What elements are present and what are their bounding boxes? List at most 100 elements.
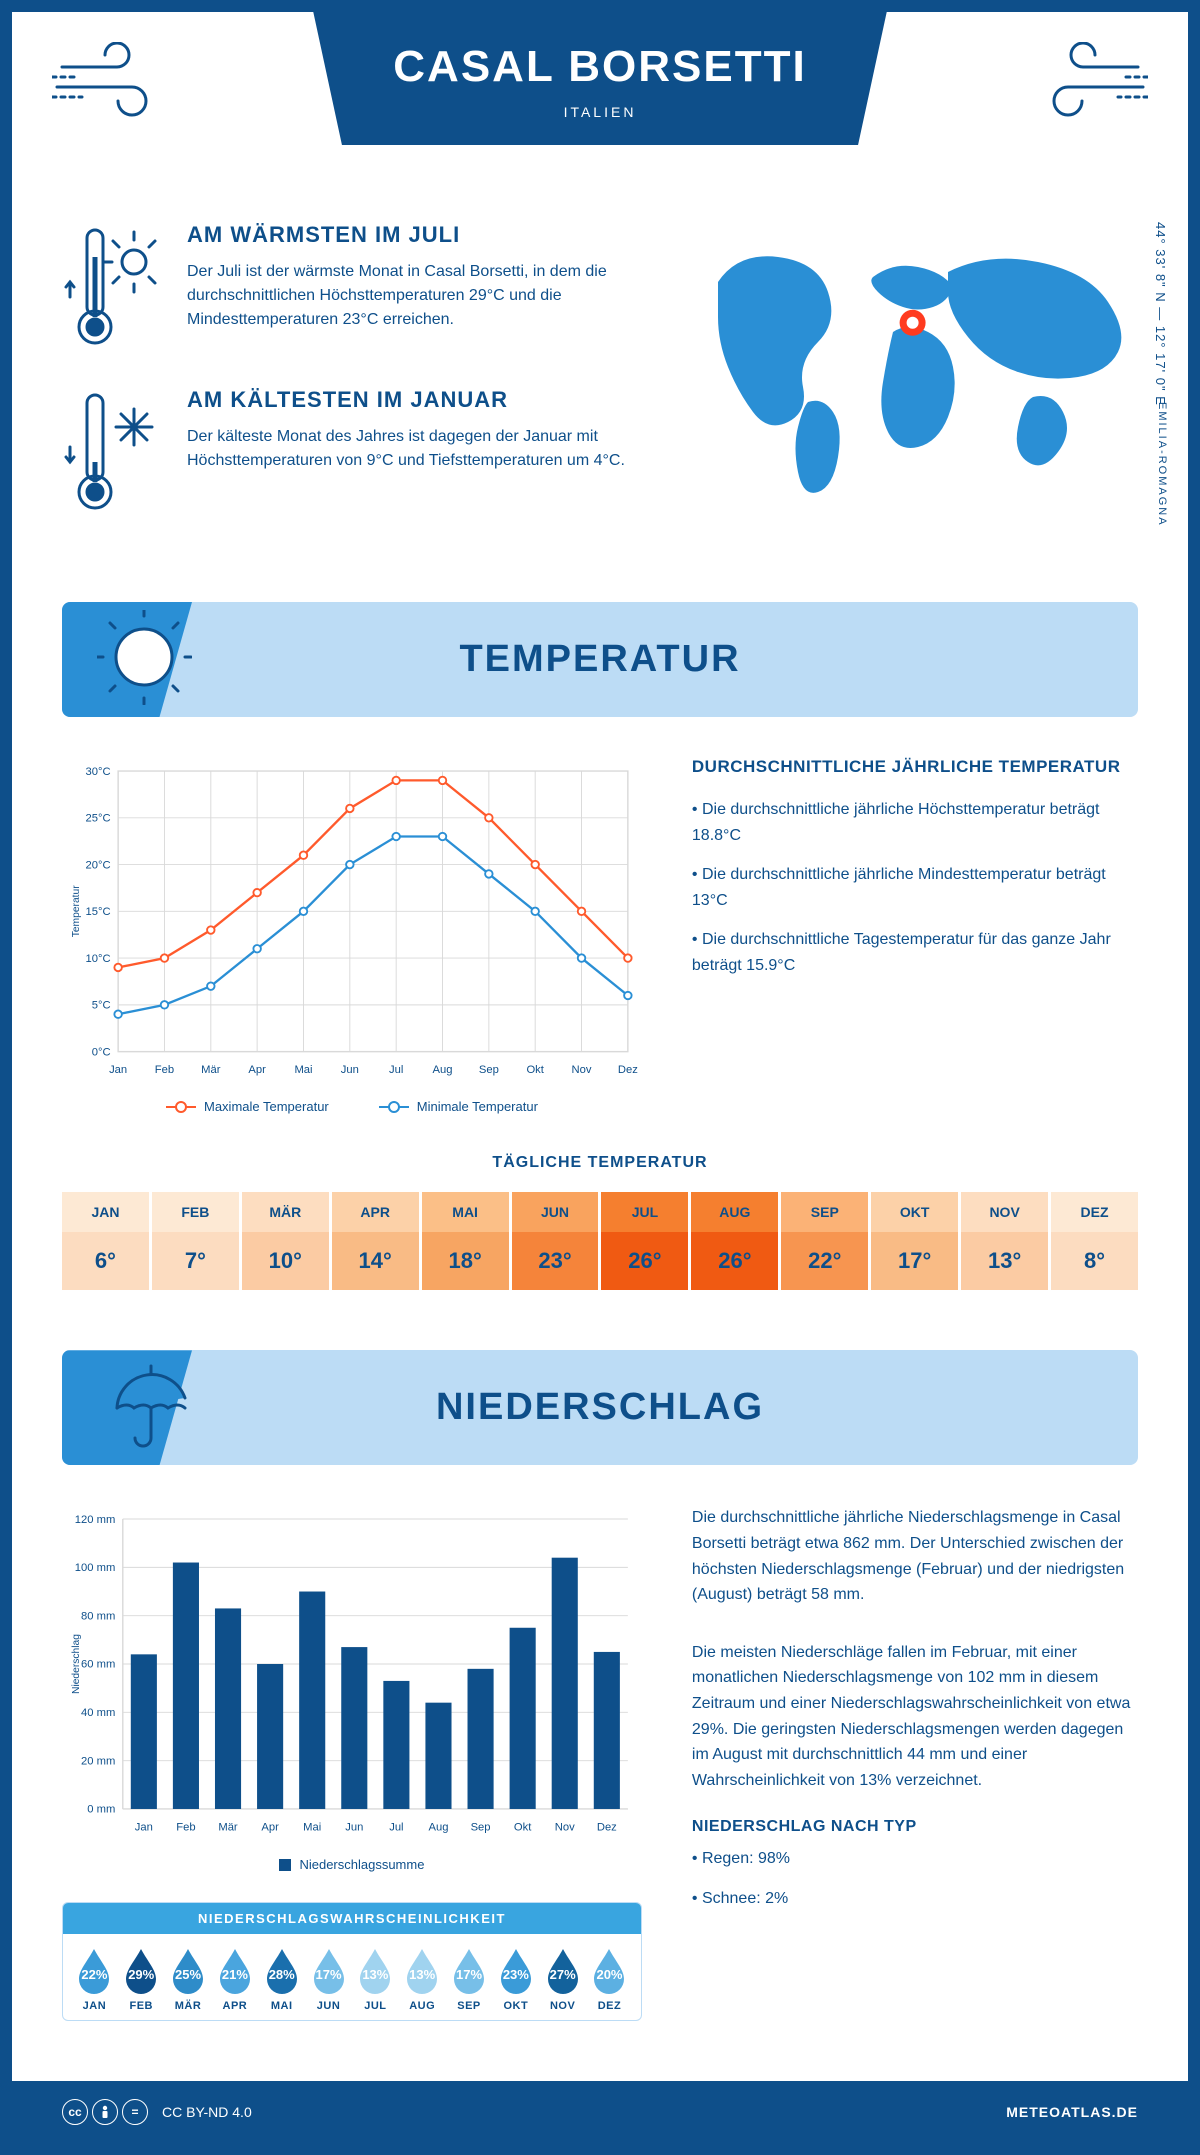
precipitation-section-header: NIEDERSCHLAG	[62, 1350, 1138, 1465]
cc-icon: cc	[62, 2099, 88, 2125]
svg-text:Apr: Apr	[261, 1822, 279, 1834]
daily-temp-cell: MÄR10°	[242, 1192, 329, 1290]
svg-text:Niederschlag: Niederschlag	[71, 1634, 82, 1694]
temperature-title: TEMPERATUR	[62, 638, 1138, 681]
intro-section: AM WÄRMSTEN IM JULI Der Juli ist der wär…	[62, 222, 1138, 552]
precipitation-title: NIEDERSCHLAG	[62, 1386, 1138, 1429]
svg-text:0°C: 0°C	[92, 1046, 111, 1058]
temperature-bullet: • Die durchschnittliche Tagestemperatur …	[692, 927, 1138, 978]
svg-text:20°C: 20°C	[86, 859, 111, 871]
temperature-legend: Maximale Temperatur Minimale Temperatur	[62, 1099, 642, 1114]
precip-prob-cell: 17%SEP	[446, 1946, 493, 2012]
wind-icon	[1028, 42, 1148, 132]
svg-text:80 mm: 80 mm	[81, 1611, 115, 1623]
coldest-text: Der kälteste Monat des Jahres ist dagege…	[187, 425, 638, 473]
warmest-block: AM WÄRMSTEN IM JULI Der Juli ist der wär…	[62, 222, 638, 352]
svg-text:Jun: Jun	[341, 1064, 359, 1076]
precip-type-title: NIEDERSCHLAG NACH TYP	[692, 1818, 1138, 1836]
precip-prob-cell: 27%NOV	[539, 1946, 586, 2012]
daily-temp-cell: APR14°	[332, 1192, 419, 1290]
temperature-info: DURCHSCHNITTLICHE JÄHRLICHE TEMPERATUR •…	[692, 757, 1138, 1114]
legend-precip-label: Niederschlagssumme	[299, 1857, 424, 1872]
temperature-info-title: DURCHSCHNITTLICHE JÄHRLICHE TEMPERATUR	[692, 757, 1138, 777]
svg-text:40 mm: 40 mm	[81, 1707, 115, 1719]
temperature-section-header: TEMPERATUR	[62, 602, 1138, 717]
temperature-bullet: • Die durchschnittliche jährliche Mindes…	[692, 862, 1138, 913]
cc-license-icons: cc =	[62, 2099, 148, 2125]
svg-text:Sep: Sep	[479, 1064, 499, 1076]
svg-text:Temperatur: Temperatur	[71, 885, 82, 937]
daily-temp-cell: SEP22°	[781, 1192, 868, 1290]
coordinates-label: 44° 33' 8" N — 12° 17' 0" E	[1153, 222, 1168, 406]
svg-text:15°C: 15°C	[86, 906, 111, 918]
world-map-icon	[678, 222, 1138, 502]
precip-prob-title: NIEDERSCHLAGSWAHRSCHEINLICHKEIT	[63, 1903, 641, 1934]
page-title: CASAL BORSETTI	[393, 42, 806, 92]
precip-prob-cell: 28%MAI	[258, 1946, 305, 2012]
precip-prob-cell: 23%OKT	[492, 1946, 539, 2012]
daily-temp-cell: DEZ8°	[1051, 1192, 1138, 1290]
svg-text:Jul: Jul	[389, 1064, 403, 1076]
svg-text:30°C: 30°C	[86, 766, 111, 778]
site-label: METEOATLAS.DE	[1006, 2104, 1138, 2120]
world-map-block: 44° 33' 8" N — 12° 17' 0" E EMILIA-ROMAG…	[678, 222, 1138, 552]
wind-icon	[52, 42, 172, 132]
warmest-title: AM WÄRMSTEN IM JULI	[187, 222, 638, 248]
daily-temp-cell: JUL26°	[601, 1192, 688, 1290]
svg-text:Jun: Jun	[345, 1822, 363, 1834]
location-marker-icon	[900, 310, 926, 336]
svg-text:60 mm: 60 mm	[81, 1659, 115, 1671]
region-label: EMILIA-ROMAGNA	[1156, 402, 1168, 527]
svg-text:Mär: Mär	[201, 1064, 221, 1076]
precipitation-probability-table: NIEDERSCHLAGSWAHRSCHEINLICHKEIT 22%JAN29…	[62, 1902, 642, 2021]
nd-icon: =	[122, 2099, 148, 2125]
precip-prob-cell: 25%MÄR	[165, 1946, 212, 2012]
svg-text:Mär: Mär	[218, 1822, 238, 1834]
svg-text:100 mm: 100 mm	[75, 1562, 116, 1574]
precipitation-info: Die durchschnittliche jährliche Niedersc…	[692, 1505, 1138, 2021]
svg-text:5°C: 5°C	[92, 1000, 111, 1012]
coldest-block: AM KÄLTESTEN IM JANUAR Der kälteste Mona…	[62, 387, 638, 517]
country-label: ITALIEN	[393, 104, 806, 120]
daily-temp-cell: FEB7°	[152, 1192, 239, 1290]
svg-text:120 mm: 120 mm	[75, 1514, 116, 1526]
temperature-chart: 0°C5°C10°C15°C20°C25°C30°CJanFebMärAprMa…	[62, 757, 642, 1114]
precip-type-item: • Schnee: 2%	[692, 1886, 1138, 1912]
svg-text:Jan: Jan	[109, 1064, 127, 1076]
title-banner: CASAL BORSETTI ITALIEN	[313, 12, 886, 145]
svg-text:Sep: Sep	[471, 1822, 491, 1834]
precip-text-2: Die meisten Niederschläge fallen im Febr…	[692, 1640, 1138, 1794]
umbrella-icon	[97, 1358, 192, 1453]
legend-max-label: Maximale Temperatur	[204, 1099, 329, 1114]
thermometer-hot-icon	[62, 222, 162, 352]
svg-text:20 mm: 20 mm	[81, 1756, 115, 1768]
svg-text:Nov: Nov	[572, 1064, 592, 1076]
warmest-text: Der Juli ist der wärmste Monat in Casal …	[187, 260, 638, 332]
svg-text:Apr: Apr	[248, 1064, 266, 1076]
precip-prob-cell: 29%FEB	[118, 1946, 165, 2012]
svg-text:Mai: Mai	[294, 1064, 312, 1076]
daily-temperature-table: TÄGLICHE TEMPERATUR JAN6°FEB7°MÄR10°APR1…	[62, 1154, 1138, 1290]
svg-text:Dez: Dez	[618, 1064, 638, 1076]
svg-text:Okt: Okt	[514, 1822, 532, 1834]
daily-temp-cell: AUG26°	[691, 1192, 778, 1290]
svg-text:Nov: Nov	[555, 1822, 575, 1834]
svg-text:Okt: Okt	[526, 1064, 544, 1076]
svg-text:Aug: Aug	[433, 1064, 453, 1076]
header: CASAL BORSETTI ITALIEN	[62, 12, 1138, 202]
thermometer-cold-icon	[62, 387, 162, 517]
svg-text:Mai: Mai	[303, 1822, 321, 1834]
svg-text:Feb: Feb	[176, 1822, 195, 1834]
svg-text:10°C: 10°C	[86, 953, 111, 965]
precip-prob-cell: 20%DEZ	[586, 1946, 633, 2012]
precip-prob-cell: 17%JUN	[305, 1946, 352, 2012]
precip-prob-cell: 22%JAN	[71, 1946, 118, 2012]
sun-icon	[97, 610, 192, 705]
daily-temp-cell: OKT17°	[871, 1192, 958, 1290]
svg-text:Jul: Jul	[389, 1822, 403, 1834]
daily-temp-cell: MAI18°	[422, 1192, 509, 1290]
precipitation-legend: Niederschlagssumme	[62, 1857, 642, 1872]
svg-text:0 mm: 0 mm	[87, 1804, 115, 1816]
precip-prob-cell: 13%AUG	[399, 1946, 446, 2012]
coldest-title: AM KÄLTESTEN IM JANUAR	[187, 387, 638, 413]
